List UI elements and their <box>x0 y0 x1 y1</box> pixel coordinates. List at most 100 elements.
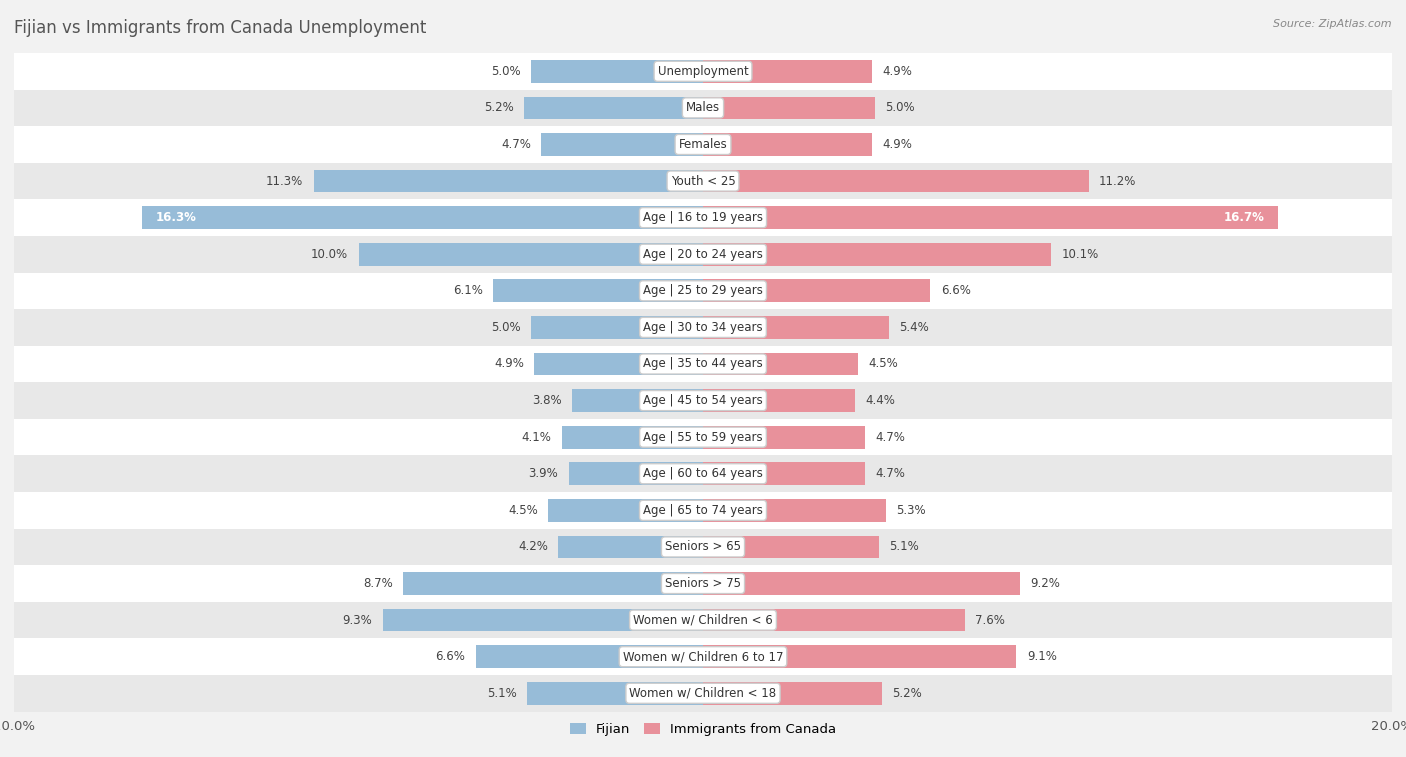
Text: 4.2%: 4.2% <box>519 540 548 553</box>
Bar <box>14 638 1392 675</box>
Bar <box>14 602 1392 638</box>
Text: 5.0%: 5.0% <box>491 321 520 334</box>
Bar <box>527 682 703 705</box>
Bar <box>703 133 872 156</box>
Text: 10.0%: 10.0% <box>311 248 349 260</box>
Text: 4.4%: 4.4% <box>865 394 894 407</box>
Text: 6.6%: 6.6% <box>941 285 970 298</box>
Bar <box>359 243 703 266</box>
Text: 4.5%: 4.5% <box>508 504 537 517</box>
Text: 11.2%: 11.2% <box>1099 175 1136 188</box>
Text: 5.4%: 5.4% <box>900 321 929 334</box>
Bar <box>14 126 1392 163</box>
Bar <box>703 646 1017 668</box>
Bar <box>524 97 703 119</box>
Bar <box>14 675 1392 712</box>
Bar <box>541 133 703 156</box>
Bar <box>558 536 703 558</box>
Text: Age | 16 to 19 years: Age | 16 to 19 years <box>643 211 763 224</box>
Text: 5.2%: 5.2% <box>484 101 513 114</box>
Bar <box>703 609 965 631</box>
Text: Women w/ Children 6 to 17: Women w/ Children 6 to 17 <box>623 650 783 663</box>
Text: 5.0%: 5.0% <box>491 65 520 78</box>
Text: Age | 60 to 64 years: Age | 60 to 64 years <box>643 467 763 480</box>
Text: 3.9%: 3.9% <box>529 467 558 480</box>
Bar <box>494 279 703 302</box>
Bar <box>142 207 703 229</box>
Text: 4.1%: 4.1% <box>522 431 551 444</box>
Text: 5.1%: 5.1% <box>889 540 918 553</box>
Text: 16.7%: 16.7% <box>1223 211 1264 224</box>
Text: Source: ZipAtlas.com: Source: ZipAtlas.com <box>1274 19 1392 29</box>
Bar <box>14 89 1392 126</box>
Bar <box>534 353 703 375</box>
Text: Age | 30 to 34 years: Age | 30 to 34 years <box>643 321 763 334</box>
Bar <box>703 682 882 705</box>
Bar <box>572 389 703 412</box>
Text: 6.6%: 6.6% <box>436 650 465 663</box>
Text: Age | 65 to 74 years: Age | 65 to 74 years <box>643 504 763 517</box>
Text: 9.2%: 9.2% <box>1031 577 1060 590</box>
Bar <box>314 170 703 192</box>
Text: Unemployment: Unemployment <box>658 65 748 78</box>
Text: 4.9%: 4.9% <box>882 138 912 151</box>
Bar <box>14 419 1392 456</box>
Text: Seniors > 65: Seniors > 65 <box>665 540 741 553</box>
Bar <box>703 572 1019 595</box>
Text: 9.1%: 9.1% <box>1026 650 1057 663</box>
Bar <box>703 279 931 302</box>
Bar <box>14 236 1392 273</box>
Bar <box>382 609 703 631</box>
Text: Age | 45 to 54 years: Age | 45 to 54 years <box>643 394 763 407</box>
Text: Age | 35 to 44 years: Age | 35 to 44 years <box>643 357 763 370</box>
Text: Women w/ Children < 18: Women w/ Children < 18 <box>630 687 776 699</box>
Bar <box>475 646 703 668</box>
Text: Males: Males <box>686 101 720 114</box>
Bar <box>14 199 1392 236</box>
Text: Age | 25 to 29 years: Age | 25 to 29 years <box>643 285 763 298</box>
Text: 6.1%: 6.1% <box>453 285 482 298</box>
Bar <box>14 382 1392 419</box>
Text: Seniors > 75: Seniors > 75 <box>665 577 741 590</box>
Text: Fijian vs Immigrants from Canada Unemployment: Fijian vs Immigrants from Canada Unemplo… <box>14 19 426 37</box>
Bar <box>703 499 886 522</box>
Bar <box>14 346 1392 382</box>
Bar <box>562 426 703 448</box>
Text: 7.6%: 7.6% <box>976 614 1005 627</box>
Bar <box>14 53 1392 89</box>
Text: 11.3%: 11.3% <box>266 175 304 188</box>
Text: 4.7%: 4.7% <box>875 431 905 444</box>
Bar <box>703 170 1088 192</box>
Text: 4.9%: 4.9% <box>882 65 912 78</box>
Text: 4.7%: 4.7% <box>875 467 905 480</box>
Bar <box>14 565 1392 602</box>
Bar <box>14 163 1392 199</box>
Text: 5.3%: 5.3% <box>896 504 925 517</box>
Bar <box>14 273 1392 309</box>
Text: Youth < 25: Youth < 25 <box>671 175 735 188</box>
Text: Females: Females <box>679 138 727 151</box>
Legend: Fijian, Immigrants from Canada: Fijian, Immigrants from Canada <box>564 718 842 741</box>
Text: 5.2%: 5.2% <box>893 687 922 699</box>
Bar <box>703 353 858 375</box>
Text: 4.7%: 4.7% <box>501 138 531 151</box>
Text: 16.3%: 16.3% <box>155 211 197 224</box>
Text: 9.3%: 9.3% <box>343 614 373 627</box>
Bar <box>14 492 1392 528</box>
Text: 8.7%: 8.7% <box>363 577 392 590</box>
Bar <box>14 309 1392 346</box>
Bar <box>531 60 703 83</box>
Bar <box>14 528 1392 565</box>
Text: Women w/ Children < 6: Women w/ Children < 6 <box>633 614 773 627</box>
Bar <box>548 499 703 522</box>
Bar <box>703 243 1050 266</box>
Bar <box>703 97 875 119</box>
Text: 4.9%: 4.9% <box>494 357 524 370</box>
Bar <box>14 456 1392 492</box>
Text: 5.1%: 5.1% <box>488 687 517 699</box>
Bar <box>568 463 703 485</box>
Bar <box>703 389 855 412</box>
Bar <box>404 572 703 595</box>
Bar <box>703 207 1278 229</box>
Text: 3.8%: 3.8% <box>531 394 562 407</box>
